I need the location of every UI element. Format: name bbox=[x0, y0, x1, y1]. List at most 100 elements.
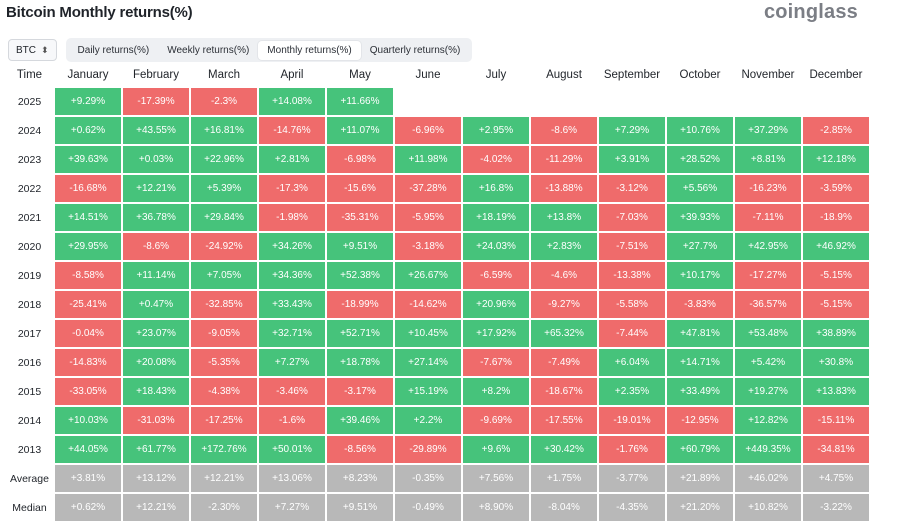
summary-cell: +12.21% bbox=[123, 494, 189, 521]
return-cell: +9.51% bbox=[327, 233, 393, 260]
tab-weekly[interactable]: Weekly returns(%) bbox=[167, 44, 250, 56]
return-cell: -15.6% bbox=[327, 175, 393, 202]
row-label: 2015 bbox=[17, 385, 42, 398]
return-cell: -17.3% bbox=[259, 175, 325, 202]
return-cell: -7.03% bbox=[599, 204, 665, 231]
return-cell: +12.18% bbox=[803, 146, 869, 173]
row-label: 2013 bbox=[17, 443, 42, 456]
return-cell: +0.62% bbox=[55, 117, 121, 144]
summary-cell: +0.62% bbox=[55, 494, 121, 521]
return-cell: +34.26% bbox=[259, 233, 325, 260]
return-cell: +449.35% bbox=[735, 436, 801, 463]
return-cell: +33.43% bbox=[259, 291, 325, 318]
return-cell: +10.17% bbox=[667, 262, 733, 289]
return-cell: -17.27% bbox=[735, 262, 801, 289]
return-cell: +37.29% bbox=[735, 117, 801, 144]
return-cell: +0.03% bbox=[123, 146, 189, 173]
summary-cell: +46.02% bbox=[735, 465, 801, 492]
row-label: 2019 bbox=[17, 269, 42, 282]
return-cell: -6.96% bbox=[395, 117, 461, 144]
return-cell bbox=[531, 88, 597, 115]
summary-cell: -3.77% bbox=[599, 465, 665, 492]
return-cell: +8.81% bbox=[735, 146, 801, 173]
return-cell: +20.08% bbox=[123, 349, 189, 376]
return-cell: -35.31% bbox=[327, 204, 393, 231]
return-cell: +39.63% bbox=[55, 146, 121, 173]
tab-daily[interactable]: Daily returns(%) bbox=[77, 44, 150, 56]
coin-select-value: BTC bbox=[16, 44, 36, 56]
toolbar: BTC ⬍ Daily returns(%) Weekly returns(%)… bbox=[8, 38, 473, 62]
return-cell: -12.95% bbox=[667, 407, 733, 434]
header-cell-month: September bbox=[603, 69, 661, 81]
return-cell: -5.15% bbox=[803, 291, 869, 318]
summary-cell: +4.75% bbox=[803, 465, 869, 492]
return-cell: +0.47% bbox=[123, 291, 189, 318]
return-cell: +61.77% bbox=[123, 436, 189, 463]
return-cell: +28.52% bbox=[667, 146, 733, 173]
return-cell: +11.98% bbox=[395, 146, 461, 173]
return-cell: +11.07% bbox=[327, 117, 393, 144]
return-cell: +18.78% bbox=[327, 349, 393, 376]
summary-cell: -3.22% bbox=[803, 494, 869, 521]
return-cell: -24.92% bbox=[191, 233, 257, 260]
summary-cell: +8.90% bbox=[463, 494, 529, 521]
header-cell-month: December bbox=[809, 69, 863, 81]
return-cell: -14.62% bbox=[395, 291, 461, 318]
return-cell: -18.99% bbox=[327, 291, 393, 318]
return-cell: +7.27% bbox=[259, 349, 325, 376]
header-cell-month: May bbox=[349, 69, 371, 81]
return-cell: -17.55% bbox=[531, 407, 597, 434]
summary-cell: +7.27% bbox=[259, 494, 325, 521]
return-cell: -4.38% bbox=[191, 378, 257, 405]
tab-monthly[interactable]: Monthly returns(%) bbox=[258, 40, 361, 60]
return-cell: +10.76% bbox=[667, 117, 733, 144]
return-cell: +29.84% bbox=[191, 204, 257, 231]
header-cell-month: March bbox=[208, 69, 240, 81]
return-cell: +23.07% bbox=[123, 320, 189, 347]
return-cell: -14.76% bbox=[259, 117, 325, 144]
return-cell: +2.95% bbox=[463, 117, 529, 144]
row-label: 2020 bbox=[17, 240, 42, 253]
return-cell: +27.14% bbox=[395, 349, 461, 376]
tab-quarterly[interactable]: Quarterly returns(%) bbox=[369, 44, 461, 56]
return-cell: -8.56% bbox=[327, 436, 393, 463]
return-cell: +38.89% bbox=[803, 320, 869, 347]
return-cell: -19.01% bbox=[599, 407, 665, 434]
return-cell: +11.66% bbox=[327, 88, 393, 115]
return-cell: -9.27% bbox=[531, 291, 597, 318]
return-cell: -25.41% bbox=[55, 291, 121, 318]
return-cell: -7.67% bbox=[463, 349, 529, 376]
return-cell: +12.82% bbox=[735, 407, 801, 434]
return-cell: -6.98% bbox=[327, 146, 393, 173]
return-cell: +39.46% bbox=[327, 407, 393, 434]
return-cell: -8.6% bbox=[123, 233, 189, 260]
return-cell: -16.68% bbox=[55, 175, 121, 202]
return-cell: -16.23% bbox=[735, 175, 801, 202]
return-cell: +9.6% bbox=[463, 436, 529, 463]
return-cell: +5.56% bbox=[667, 175, 733, 202]
return-cell: -17.39% bbox=[123, 88, 189, 115]
return-cell: +2.2% bbox=[395, 407, 461, 434]
return-cell: +34.36% bbox=[259, 262, 325, 289]
summary-cell: -8.04% bbox=[531, 494, 597, 521]
return-cell: +42.95% bbox=[735, 233, 801, 260]
return-cell: -6.59% bbox=[463, 262, 529, 289]
return-cell: -9.05% bbox=[191, 320, 257, 347]
summary-cell: +9.51% bbox=[327, 494, 393, 521]
summary-cell: -0.49% bbox=[395, 494, 461, 521]
return-cell: -7.49% bbox=[531, 349, 597, 376]
return-cell: +60.79% bbox=[667, 436, 733, 463]
return-cell: +27.7% bbox=[667, 233, 733, 260]
return-cell: -18.9% bbox=[803, 204, 869, 231]
summary-cell: -4.35% bbox=[599, 494, 665, 521]
return-cell bbox=[395, 88, 461, 115]
return-cell: +16.81% bbox=[191, 117, 257, 144]
summary-cell: +21.20% bbox=[667, 494, 733, 521]
coin-select[interactable]: BTC ⬍ bbox=[8, 39, 57, 61]
return-cell: +5.42% bbox=[735, 349, 801, 376]
return-cell: -3.18% bbox=[395, 233, 461, 260]
return-cell: +14.08% bbox=[259, 88, 325, 115]
header-cell-month: February bbox=[132, 69, 180, 81]
return-cell: +29.95% bbox=[55, 233, 121, 260]
summary-cell: +3.81% bbox=[55, 465, 121, 492]
